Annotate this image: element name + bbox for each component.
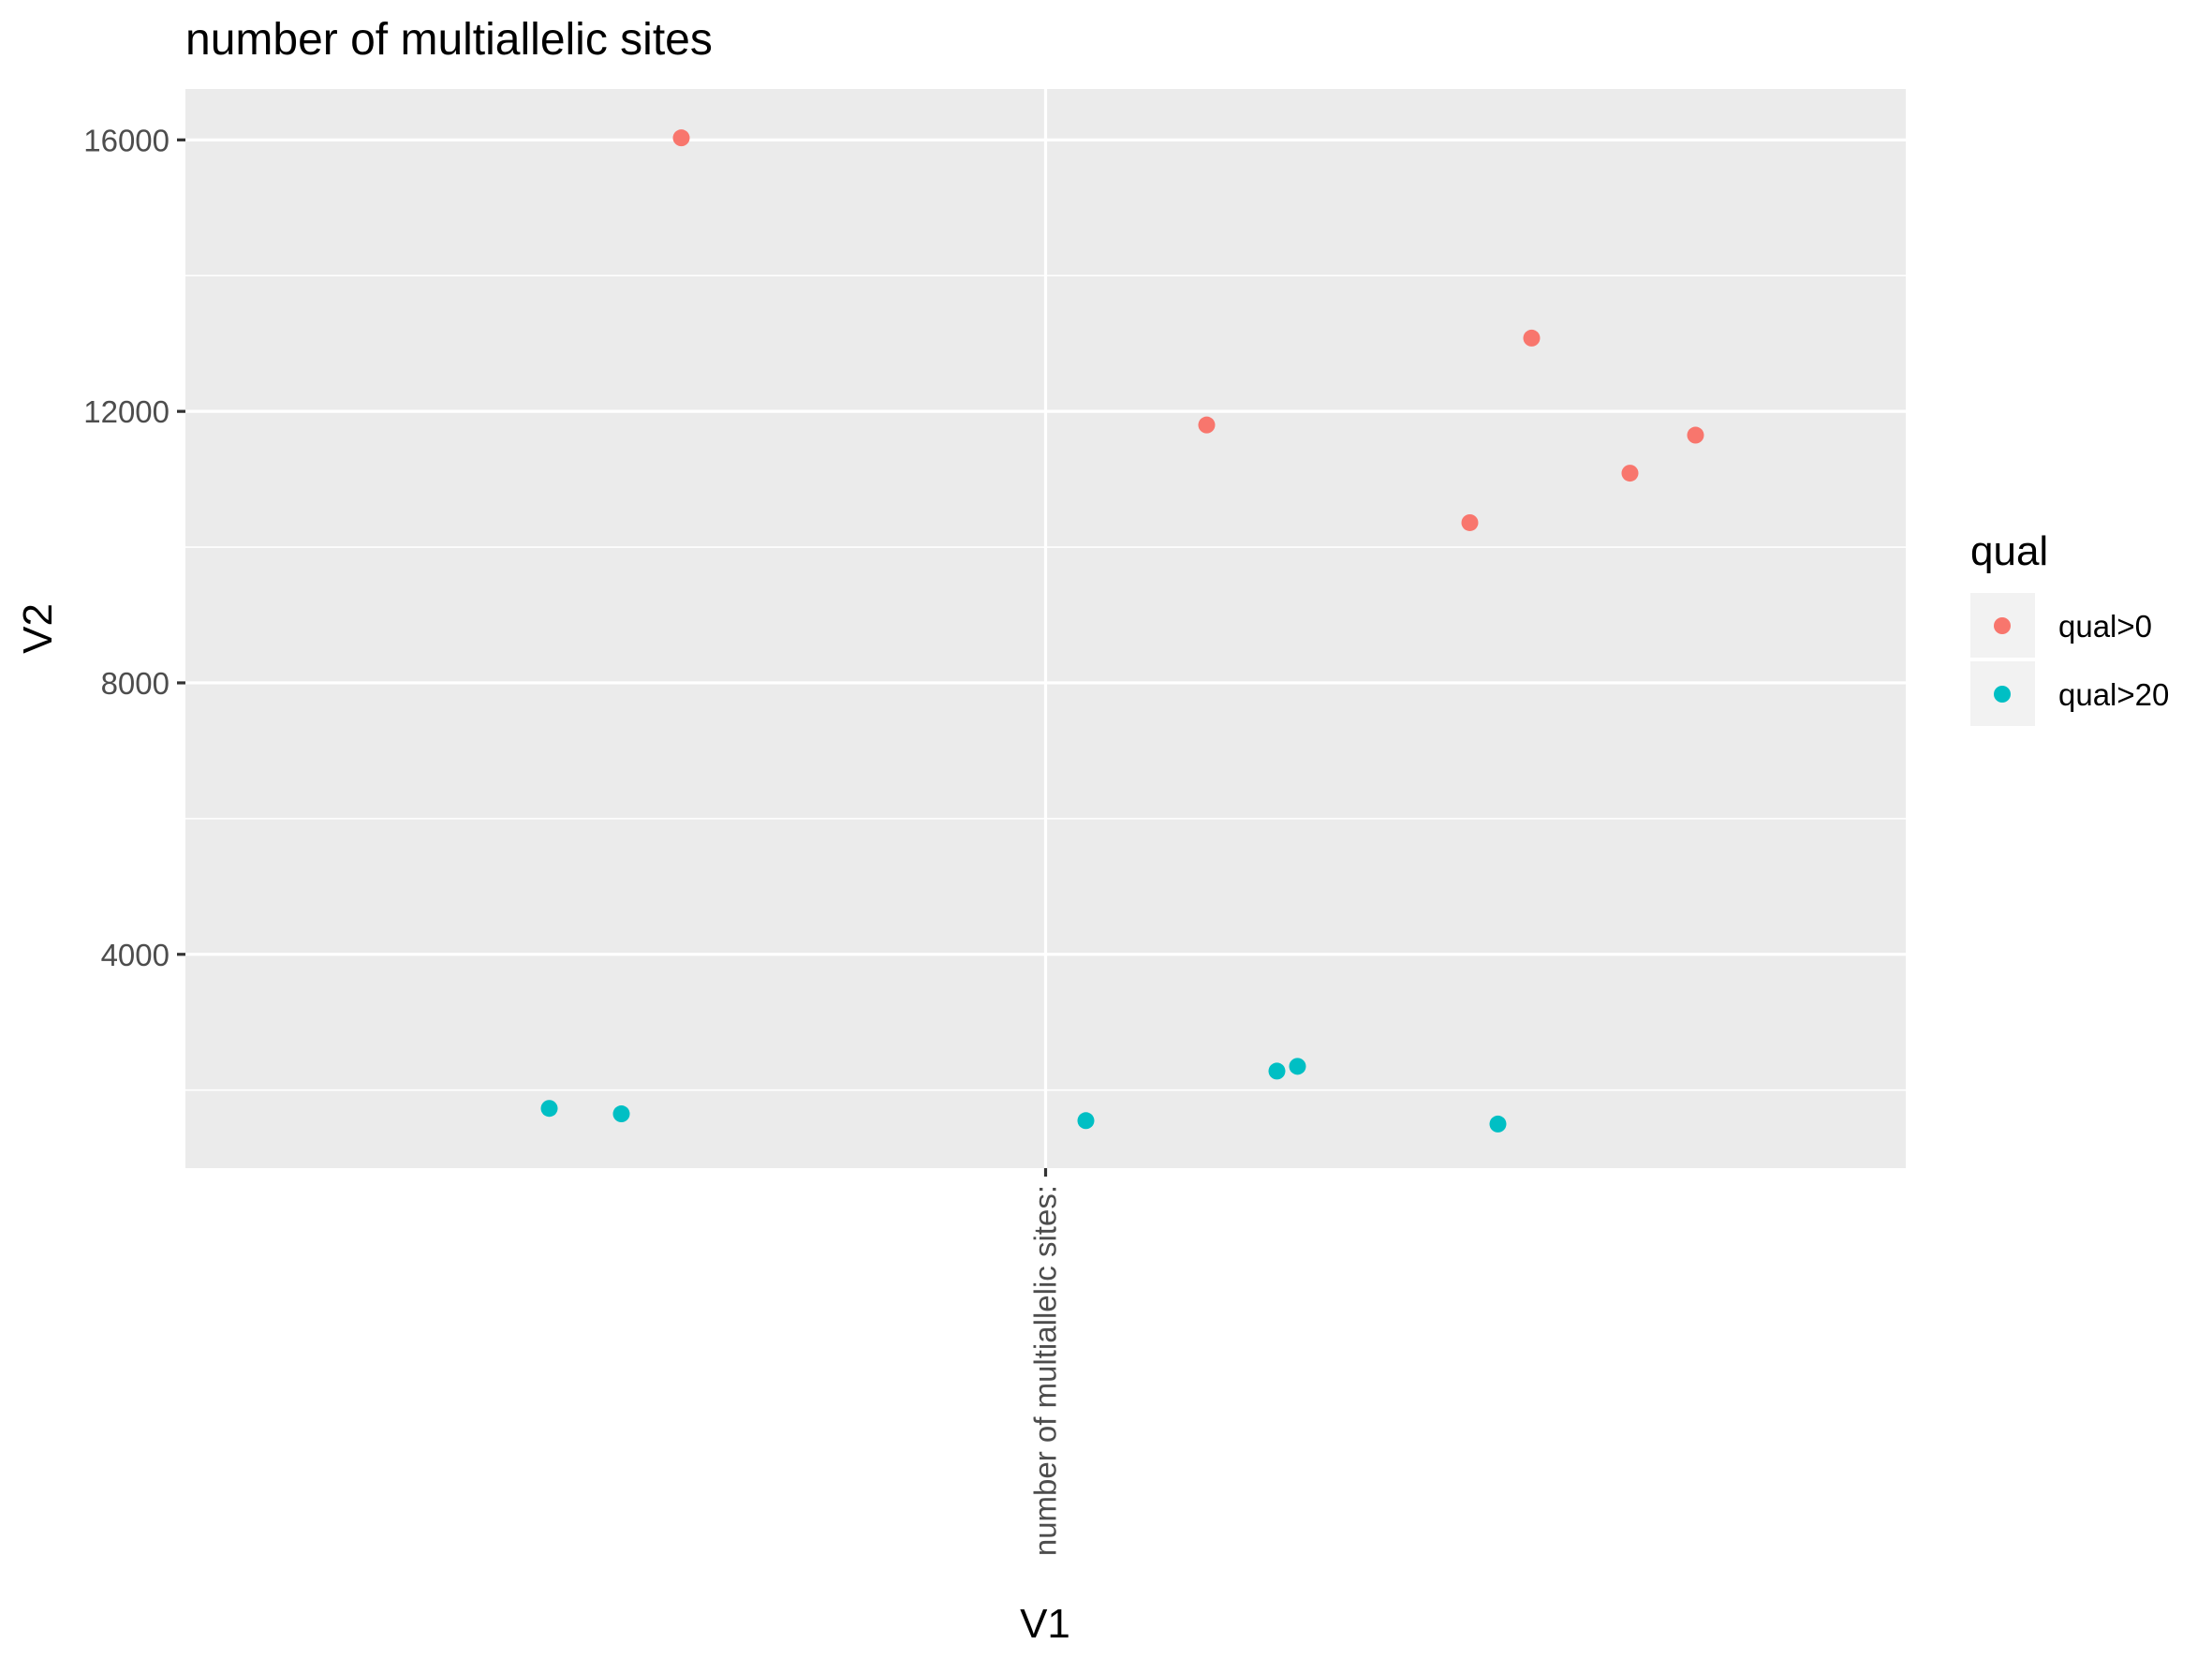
y-axis-title: V2 [15,603,61,654]
data-point-qual-gt-20 [1077,1112,1095,1130]
data-point-qual-gt-20 [612,1105,630,1123]
y-tick-label: 4000 [101,938,170,972]
y-axis-ticks: 4000 8000 12000 16000 [83,123,185,972]
legend: qual qual>0 qual>20 [1970,528,2169,726]
data-point-qual-gt-0 [1461,513,1479,531]
legend-title: qual [1970,528,2048,574]
data-point-qual-gt-0 [672,129,690,147]
x-axis-title: V1 [1020,1601,1070,1647]
y-tick-label: 12000 [83,394,170,429]
y-tick-label: 8000 [101,666,170,701]
data-point-qual-gt-20 [1489,1115,1507,1133]
x-axis-ticks: number of multiallelic sites: [1028,1168,1063,1556]
data-point-qual-gt-20 [1289,1058,1306,1075]
data-point-qual-gt-0 [1198,416,1216,434]
chart-title: number of multiallelic sites [185,15,713,65]
legend-label-qual-gt-20: qual>20 [2058,677,2169,712]
data-point-qual-gt-0 [1687,426,1704,444]
data-point-qual-gt-20 [540,1100,558,1118]
legend-label-qual-gt-0: qual>0 [2058,609,2152,644]
data-point-qual-gt-0 [1523,329,1541,347]
legend-marker-qual-gt-0 [1994,617,2011,634]
data-points [540,129,1704,1133]
data-point-qual-gt-0 [1621,465,1639,482]
x-tick-label: number of multiallelic sites: [1028,1185,1063,1556]
legend-marker-qual-gt-20 [1994,686,2011,703]
y-tick-label: 16000 [83,123,170,157]
major-gridlines [185,89,1906,1168]
data-point-qual-gt-20 [1268,1062,1286,1080]
